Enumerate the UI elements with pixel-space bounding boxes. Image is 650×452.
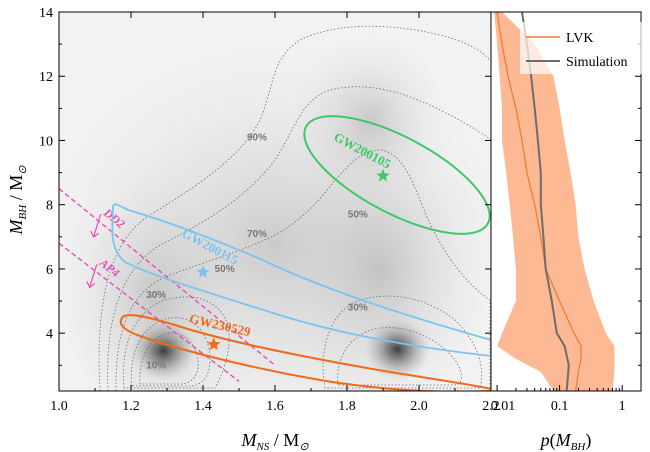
legend-label: Simulation xyxy=(566,55,627,70)
eos-limit-line xyxy=(59,188,276,366)
contour-label: 50% xyxy=(215,264,235,275)
eos-limit-arrowhead xyxy=(90,230,100,239)
side-axis-arg-sub: BH xyxy=(571,441,587,452)
side-x-tick-label: 1 xyxy=(619,399,626,414)
legend-label: LVK xyxy=(566,31,594,46)
peak-layer xyxy=(129,317,432,383)
x-axis-label: M xyxy=(240,430,257,450)
event-layer xyxy=(111,115,491,391)
y-axis-unit: / M xyxy=(6,175,26,205)
contour-line xyxy=(98,25,491,391)
x-tick-label: 1.8 xyxy=(338,399,356,414)
contour-label: 50% xyxy=(348,210,368,221)
density-peak xyxy=(129,318,198,383)
x-tick-label: 1.0 xyxy=(50,399,68,414)
contour-line xyxy=(337,327,462,386)
gw200115-credible-region xyxy=(111,203,491,357)
star-layer xyxy=(196,168,390,351)
contour-label: 90% xyxy=(247,132,267,143)
y-tick-label: 10 xyxy=(39,134,53,149)
eos-limit-arrow xyxy=(89,264,98,287)
contour-line xyxy=(122,296,230,389)
density-field xyxy=(290,30,450,210)
lvk-band xyxy=(494,12,615,391)
x-tick-label: 2.0 xyxy=(410,399,428,414)
side-plot xyxy=(491,12,641,391)
gw230529-credible-region xyxy=(119,314,491,391)
lvk-median-line xyxy=(496,12,582,391)
legend: LVK Simulation xyxy=(520,22,642,74)
contour-label: 30% xyxy=(348,303,368,314)
event-star-gw230529 xyxy=(207,337,221,351)
simulation-line xyxy=(521,12,570,391)
x-axis-title: MNS / M⊙ xyxy=(240,430,309,452)
contour-label-layer: 90% 70% 50% 50% 30% 30% 10% xyxy=(146,132,368,371)
y-tick-label: 6 xyxy=(46,263,53,278)
contour-line xyxy=(139,332,199,385)
contour-line xyxy=(322,295,483,389)
eos-limit-line xyxy=(59,242,240,382)
side-axis-paren-close: ) xyxy=(585,430,591,451)
axes-layer: 1.0 1.2 1.4 1.6 1.8 2.0 2.2 4 6 8 10 12 14 0.01 0.1 1 xyxy=(39,6,642,414)
density-peak xyxy=(363,317,432,382)
y-tick-label: 4 xyxy=(46,327,53,342)
eos-limit-arrow xyxy=(93,213,102,237)
x-axis-unit: / M xyxy=(269,430,299,450)
x-tick-label: 1.6 xyxy=(266,399,284,414)
x-tick-label: 1.4 xyxy=(194,399,212,414)
x-tick-label: 1.2 xyxy=(122,399,140,414)
contour-line xyxy=(115,149,491,391)
legend-box xyxy=(520,22,642,74)
side-axis-arg: M xyxy=(555,430,572,450)
y-tick-label: 8 xyxy=(46,199,53,214)
side-layer xyxy=(494,12,615,391)
x-axis-label-sub: NS xyxy=(255,441,269,452)
contour-label: 70% xyxy=(247,229,267,240)
contour-label: 10% xyxy=(146,361,166,372)
contour-layer xyxy=(98,25,491,391)
y-axis-unit-sub: ⊙ xyxy=(17,165,29,175)
y-tick-label: 12 xyxy=(39,70,53,85)
side-x-tick-label: 0.01 xyxy=(491,399,516,414)
gw200105-credible-region xyxy=(303,115,491,235)
side-axis-label: p xyxy=(539,430,550,450)
event-star-gw200105 xyxy=(376,168,390,182)
x-axis-unit-sub: ⊙ xyxy=(299,441,309,452)
y-axis-title: MBH / M⊙ xyxy=(6,165,29,236)
side-frame xyxy=(490,11,642,392)
side-axis-paren-open: ( xyxy=(550,430,556,451)
side-x-tick-label: 0.1 xyxy=(551,399,569,414)
eos-limit-arrowhead xyxy=(86,281,96,289)
y-tick-label: 14 xyxy=(39,6,53,21)
y-axis-label-sub: BH xyxy=(17,204,29,220)
contour-label: 30% xyxy=(146,290,166,301)
y-axis-label: M xyxy=(6,218,26,235)
event-star-gw200115 xyxy=(196,265,210,278)
x-tick-label: 2.2 xyxy=(482,399,500,414)
side-axis-title: p(MBH) xyxy=(539,430,592,452)
